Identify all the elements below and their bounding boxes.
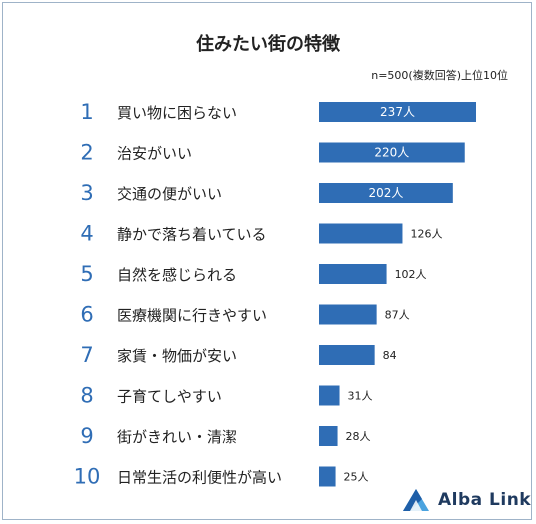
category-label-7: 家賃・物価が安い <box>117 347 237 365</box>
bar-1 <box>319 102 476 122</box>
brand-name: Alba Link <box>438 490 532 510</box>
bar-3 <box>319 183 453 203</box>
value-label-5: 102人 <box>395 268 427 281</box>
bar-7 <box>319 345 375 365</box>
category-label-6: 医療機関に行きやすい <box>117 307 267 325</box>
rank-label-8: 8 <box>80 384 93 408</box>
chart-title: 住みたい街の特徴 <box>196 34 340 55</box>
rank-label-4: 4 <box>80 222 93 246</box>
category-label-5: 自然を感じられる <box>117 266 237 284</box>
rank-label-6: 6 <box>80 303 93 327</box>
rank-label-3: 3 <box>80 181 93 205</box>
chart-frame <box>2 2 532 520</box>
rank-label-2: 2 <box>80 141 93 165</box>
value-label-4: 126人 <box>410 228 442 241</box>
bar-9 <box>319 426 338 446</box>
bar-4 <box>319 223 403 244</box>
bar-2 <box>319 142 465 163</box>
category-label-4: 静かで落ち着いている <box>117 226 267 244</box>
rank-label-9: 9 <box>80 424 93 448</box>
bar-8 <box>319 385 340 406</box>
category-label-8: 子育てしやすい <box>117 388 222 406</box>
rank-label-5: 5 <box>80 262 93 286</box>
value-label-3: 202人 <box>368 186 403 200</box>
rank-label-7: 7 <box>80 343 93 367</box>
category-label-3: 交通の便がいい <box>117 185 222 203</box>
value-label-1: 237人 <box>380 105 415 119</box>
bar-6 <box>319 304 377 325</box>
triangle-logo-icon <box>403 489 429 511</box>
bar-5 <box>319 264 387 284</box>
rank-label-10: 10 <box>74 465 101 489</box>
value-label-8: 31人 <box>348 390 373 403</box>
category-label-9: 街がきれい・清潔 <box>117 428 237 446</box>
rank-label-1: 1 <box>80 100 93 124</box>
category-label-1: 買い物に困らない <box>117 104 237 122</box>
value-label-6: 87人 <box>385 309 410 322</box>
bar-10 <box>319 466 336 487</box>
value-label-10: 25人 <box>344 471 369 484</box>
value-label-9: 28人 <box>346 430 371 443</box>
brand-logo: Alba Link <box>402 488 531 512</box>
category-label-2: 治安がいい <box>117 145 192 163</box>
category-label-10: 日常生活の利便性が高い <box>117 469 282 487</box>
sample-note: n=500(複数回答)上位10位 <box>371 69 508 82</box>
value-label-2: 220人 <box>374 146 409 160</box>
value-label-7: 84 <box>383 349 397 362</box>
